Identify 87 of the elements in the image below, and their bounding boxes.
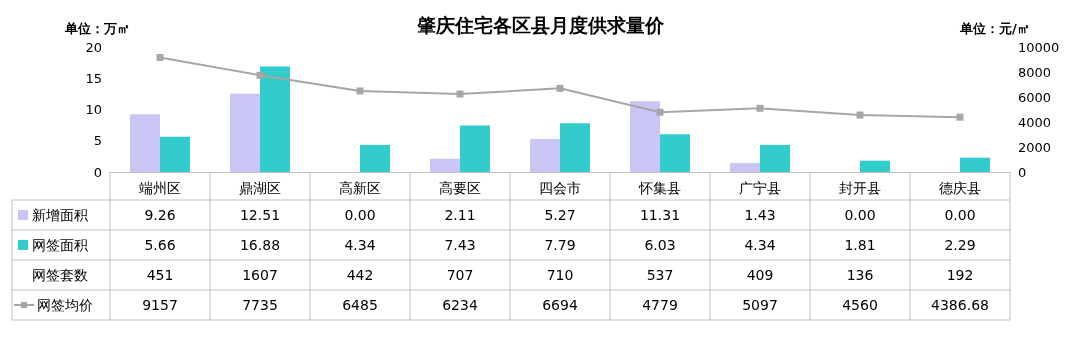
- data-label: 5.27: [544, 207, 576, 223]
- text: 1607: [242, 267, 278, 283]
- data-label: 6.03: [644, 237, 676, 253]
- legend-label: 网签均价: [37, 297, 93, 313]
- y-tick-label: 5: [93, 133, 102, 149]
- bar: [360, 144, 390, 172]
- x-tick-label: 高新区: [339, 180, 381, 196]
- x-tick-label: 怀集县: [638, 180, 681, 196]
- data-label: 5097: [742, 297, 778, 313]
- bar: [230, 93, 260, 172]
- y-tick-label: 0: [93, 164, 102, 180]
- bar: [460, 125, 490, 172]
- y-axis-title: 单位：万㎡: [64, 21, 130, 36]
- y2-tick-label: 2000: [1018, 139, 1052, 155]
- y2-tick-label: 0: [1018, 164, 1027, 180]
- point: [656, 108, 664, 116]
- data-label: 6234: [442, 297, 478, 313]
- data-label: 0.00: [844, 207, 876, 223]
- bar: [730, 163, 760, 172]
- y2-axis-title: 单位：元/㎡: [959, 21, 1030, 36]
- y2-tick-label: 4000: [1018, 114, 1052, 130]
- data-label: 9157: [142, 297, 178, 313]
- bar: [260, 66, 290, 172]
- bar: [660, 134, 690, 172]
- data-label: 11.31: [639, 207, 681, 223]
- y-tick-label: 10: [85, 102, 102, 117]
- point: [756, 104, 764, 112]
- y2-tick-label: 10000: [1018, 39, 1060, 55]
- x-tick-label: 高要区: [439, 180, 481, 196]
- data-label: 6485: [342, 297, 378, 313]
- x-tick-label: 四会市: [539, 180, 581, 196]
- data-label: 2.29: [944, 237, 976, 253]
- y2-tick-label: 8000: [1018, 64, 1052, 80]
- text: 707: [446, 267, 474, 283]
- legend-label: 网签面积: [32, 237, 88, 253]
- text: 409: [746, 267, 774, 283]
- data-label: 4560: [842, 297, 878, 313]
- point: [956, 113, 964, 121]
- text: 442: [346, 267, 374, 283]
- bar: [960, 157, 990, 172]
- text: 451: [146, 267, 174, 283]
- data-label: 4779: [642, 297, 678, 313]
- data-label: 1.81: [844, 237, 876, 253]
- data-label: 12.51: [239, 207, 281, 223]
- text: 710: [546, 267, 574, 283]
- legend-label: 新增面积: [32, 207, 88, 223]
- bar: [430, 158, 460, 172]
- data-label: 0.00: [344, 207, 376, 223]
- text: 网签套数: [32, 267, 88, 283]
- y2-tick-label: 6000: [1018, 89, 1052, 105]
- data-label: 5.66: [144, 237, 176, 253]
- bar: [560, 123, 590, 172]
- y-tick-label: 15: [85, 70, 102, 86]
- point: [456, 90, 464, 98]
- x-tick-label: 端州区: [139, 180, 181, 196]
- chart-title: 肇庆住宅各区县月度供求量价: [415, 13, 665, 36]
- x-tick-label: 广宁县: [739, 180, 781, 196]
- point: [556, 84, 564, 92]
- bar: [760, 144, 790, 172]
- x-tick-label: 德庆县: [939, 180, 981, 196]
- bar: [160, 136, 190, 172]
- x-tick-label: 封开县: [839, 180, 881, 196]
- point: [856, 111, 864, 119]
- data-label: 7.79: [544, 237, 576, 253]
- data-label: 2.11: [444, 207, 476, 223]
- data-label: 16.88: [239, 237, 281, 253]
- data-label: 4.34: [344, 237, 376, 253]
- data-label: 4.34: [744, 237, 776, 253]
- data-label: 6694: [542, 297, 578, 313]
- text: 136: [846, 267, 874, 283]
- point: [256, 71, 264, 79]
- data-label: 7735: [242, 297, 278, 313]
- data-label: 9.26: [144, 207, 176, 223]
- text: 537: [646, 267, 674, 283]
- bar: [630, 101, 660, 172]
- data-label: 4386.68: [931, 297, 989, 313]
- y-tick-label: 20: [85, 39, 102, 55]
- point: [356, 87, 364, 95]
- x-tick-label: 鼎湖区: [239, 180, 281, 196]
- bar: [860, 160, 890, 172]
- data-label: 0.00: [944, 207, 976, 223]
- bar: [130, 114, 160, 172]
- data-label: 1.43: [744, 207, 776, 223]
- point: [156, 54, 164, 62]
- data-label: 7.43: [444, 237, 476, 253]
- text: 192: [946, 267, 974, 283]
- bar: [530, 139, 560, 172]
